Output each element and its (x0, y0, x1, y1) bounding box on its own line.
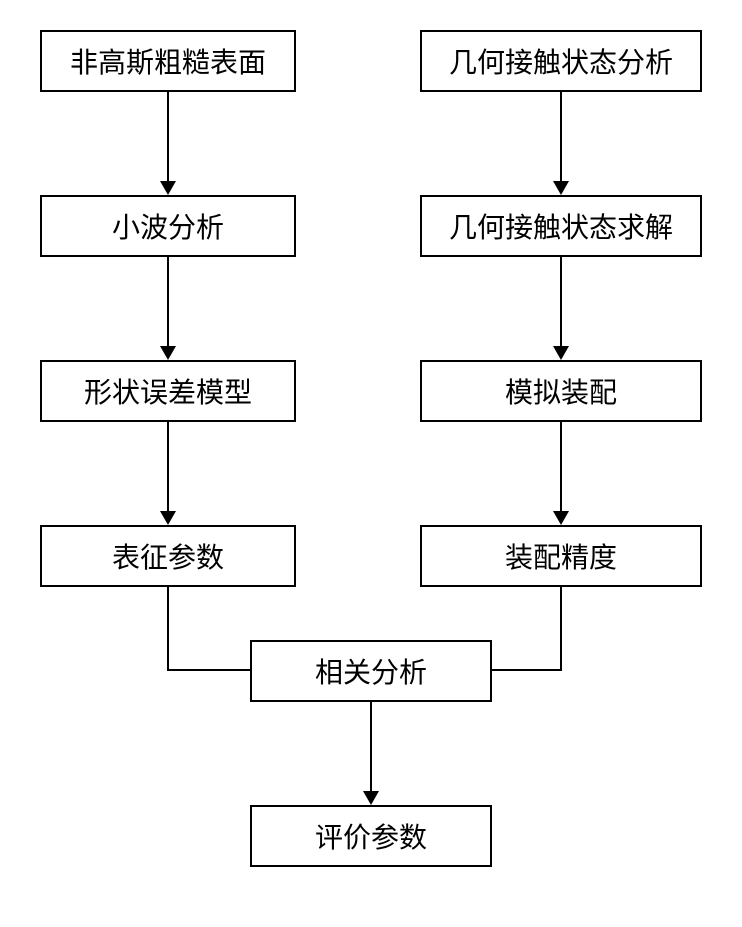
arrow-head-icon (160, 511, 176, 525)
node-left2: 小波分析 (40, 195, 296, 257)
arrow-line (560, 422, 562, 511)
node-left1: 非高斯粗糙表面 (40, 30, 296, 92)
node-label: 形状误差模型 (84, 371, 252, 411)
node-label: 评价参数 (315, 816, 427, 856)
node-merge: 相关分析 (250, 640, 492, 702)
arrow-head-icon (553, 181, 569, 195)
merge-line (560, 587, 562, 671)
node-label: 小波分析 (112, 206, 224, 246)
node-left3: 形状误差模型 (40, 360, 296, 422)
arrow-line (167, 422, 169, 511)
arrow-head-icon (553, 346, 569, 360)
node-label: 非高斯粗糙表面 (70, 41, 266, 81)
node-label: 模拟装配 (505, 371, 617, 411)
node-right4: 装配精度 (420, 525, 702, 587)
merge-line (492, 669, 562, 671)
arrow-line (167, 257, 169, 346)
node-label: 装配精度 (505, 536, 617, 576)
node-label: 相关分析 (315, 651, 427, 691)
node-label: 表征参数 (112, 536, 224, 576)
arrow-line (560, 257, 562, 346)
node-label: 几何接触状态分析 (449, 41, 673, 81)
arrow-line (370, 702, 372, 791)
node-right2: 几何接触状态求解 (420, 195, 702, 257)
merge-line (167, 669, 250, 671)
node-left4: 表征参数 (40, 525, 296, 587)
node-final: 评价参数 (250, 805, 492, 867)
arrow-head-icon (160, 181, 176, 195)
node-label: 几何接触状态求解 (449, 206, 673, 246)
arrow-head-icon (160, 346, 176, 360)
node-right1: 几何接触状态分析 (420, 30, 702, 92)
node-right3: 模拟装配 (420, 360, 702, 422)
arrow-line (560, 92, 562, 181)
arrow-line (167, 92, 169, 181)
arrow-head-icon (553, 511, 569, 525)
merge-line (167, 587, 169, 671)
arrow-head-icon (363, 791, 379, 805)
